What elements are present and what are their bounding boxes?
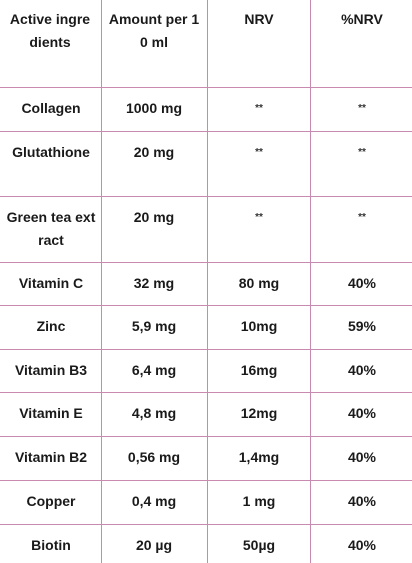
amount-cell: 20 mg <box>133 144 175 160</box>
percent-nrv-cell: ** <box>358 147 366 158</box>
ingredient-cell: Copper <box>26 493 76 509</box>
row-divider <box>0 524 412 525</box>
amount-cell: 20 µg <box>135 537 173 553</box>
ingredient-cell: Vitamin C <box>18 275 84 291</box>
nrv-cell: ** <box>255 103 263 114</box>
row-divider <box>0 87 412 88</box>
nrv-cell: ** <box>255 212 263 223</box>
nrv-cell: 16mg <box>240 362 278 378</box>
amount-cell: 1000 mg <box>125 100 183 116</box>
row-divider <box>0 196 412 197</box>
ingredient-cell: Biotin <box>31 537 71 553</box>
row-divider <box>0 305 412 306</box>
ingredient-cell: Vitamin B3 <box>14 362 88 378</box>
percent-nrv-cell: ** <box>358 103 366 114</box>
percent-nrv-cell: 40% <box>347 449 377 465</box>
percent-nrv-cell: 59% <box>347 318 377 334</box>
percent-nrv-cell: 40% <box>347 537 377 553</box>
amount-cell: 5,9 mg <box>131 318 177 334</box>
ingredient-cell: Collagen <box>21 100 81 116</box>
nrv-cell: 1,4mg <box>238 449 280 465</box>
header-amount: Amount per 10 ml <box>108 11 200 50</box>
row-divider <box>0 480 412 481</box>
percent-nrv-cell: 40% <box>347 405 377 421</box>
percent-nrv-cell: 40% <box>347 493 377 509</box>
header-nrv: NRV <box>244 11 274 27</box>
nrv-cell: 10mg <box>240 318 278 334</box>
header-percent-nrv: %NRV <box>341 11 383 27</box>
amount-cell: 20 mg <box>133 209 175 225</box>
row-divider <box>0 436 412 437</box>
column-divider <box>310 0 311 563</box>
ingredient-cell: Zinc <box>36 318 66 334</box>
nrv-cell: 50µg <box>242 537 276 553</box>
amount-cell: 0,4 mg <box>131 493 177 509</box>
amount-cell: 4,8 mg <box>131 405 177 421</box>
percent-nrv-cell: ** <box>358 212 366 223</box>
amount-cell: 6,4 mg <box>131 362 177 378</box>
row-divider <box>0 349 412 350</box>
amount-cell: 0,56 mg <box>127 449 181 465</box>
row-divider <box>0 262 412 263</box>
ingredient-cell: Green tea extract <box>6 209 96 248</box>
header-active-ingredients: Active ingredients <box>9 11 91 50</box>
nrv-cell: 12mg <box>240 405 278 421</box>
nrv-cell: 80 mg <box>238 275 280 291</box>
percent-nrv-cell: 40% <box>347 275 377 291</box>
row-divider <box>0 392 412 393</box>
percent-nrv-cell: 40% <box>347 362 377 378</box>
ingredient-cell: Vitamin E <box>19 405 83 421</box>
ingredient-cell: Glutathione <box>12 144 90 160</box>
ingredient-cell: Vitamin B2 <box>14 449 88 465</box>
nrv-cell: ** <box>255 147 263 158</box>
amount-cell: 32 mg <box>133 275 175 291</box>
column-divider <box>207 0 208 563</box>
row-divider <box>0 131 412 132</box>
column-divider <box>101 0 102 563</box>
nrv-cell: 1 mg <box>242 493 276 509</box>
